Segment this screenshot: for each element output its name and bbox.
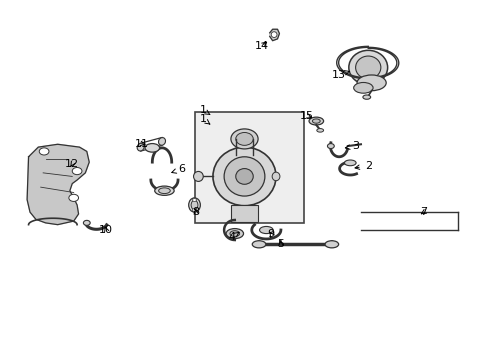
Ellipse shape bbox=[348, 50, 387, 85]
Ellipse shape bbox=[316, 129, 323, 132]
Ellipse shape bbox=[224, 157, 264, 196]
Ellipse shape bbox=[230, 129, 258, 149]
Text: 15: 15 bbox=[299, 111, 313, 121]
Ellipse shape bbox=[356, 75, 386, 91]
Text: 13: 13 bbox=[331, 69, 348, 80]
Ellipse shape bbox=[312, 119, 320, 123]
Text: 14: 14 bbox=[254, 41, 268, 51]
Ellipse shape bbox=[325, 241, 338, 248]
Text: 12: 12 bbox=[65, 159, 79, 169]
Polygon shape bbox=[269, 29, 279, 41]
Text: 1: 1 bbox=[199, 105, 209, 115]
Text: 10: 10 bbox=[99, 225, 113, 235]
Text: 7: 7 bbox=[420, 207, 427, 217]
Ellipse shape bbox=[145, 144, 159, 152]
Ellipse shape bbox=[83, 220, 90, 225]
Ellipse shape bbox=[191, 201, 198, 210]
Ellipse shape bbox=[137, 143, 144, 151]
Ellipse shape bbox=[192, 199, 196, 202]
Text: 1: 1 bbox=[199, 114, 209, 124]
Ellipse shape bbox=[235, 132, 253, 145]
Ellipse shape bbox=[272, 172, 279, 181]
Ellipse shape bbox=[154, 186, 174, 195]
Ellipse shape bbox=[308, 117, 323, 125]
Text: 8: 8 bbox=[192, 207, 199, 217]
Ellipse shape bbox=[158, 138, 165, 145]
Ellipse shape bbox=[252, 241, 265, 248]
Ellipse shape bbox=[69, 194, 79, 202]
Ellipse shape bbox=[271, 32, 276, 37]
Text: 9: 9 bbox=[267, 229, 274, 239]
Ellipse shape bbox=[355, 56, 380, 79]
Ellipse shape bbox=[353, 82, 372, 93]
Ellipse shape bbox=[362, 95, 370, 99]
Ellipse shape bbox=[235, 168, 253, 184]
Bar bbox=[230, 205, 257, 222]
Text: 11: 11 bbox=[134, 139, 148, 149]
Ellipse shape bbox=[344, 160, 355, 166]
Ellipse shape bbox=[259, 226, 273, 234]
Text: 6: 6 bbox=[171, 164, 184, 174]
Ellipse shape bbox=[225, 229, 243, 239]
Text: 2: 2 bbox=[354, 161, 371, 171]
Ellipse shape bbox=[39, 148, 49, 155]
Ellipse shape bbox=[193, 171, 203, 181]
Ellipse shape bbox=[213, 147, 275, 206]
Ellipse shape bbox=[192, 208, 196, 211]
Ellipse shape bbox=[188, 198, 200, 212]
Text: 4: 4 bbox=[228, 232, 239, 242]
Text: 3: 3 bbox=[345, 141, 359, 151]
Ellipse shape bbox=[229, 231, 239, 237]
Bar bbox=[195, 112, 304, 223]
Polygon shape bbox=[27, 144, 89, 225]
Ellipse shape bbox=[158, 188, 170, 194]
Ellipse shape bbox=[327, 144, 334, 149]
Text: 5: 5 bbox=[277, 239, 284, 249]
Ellipse shape bbox=[72, 167, 82, 175]
